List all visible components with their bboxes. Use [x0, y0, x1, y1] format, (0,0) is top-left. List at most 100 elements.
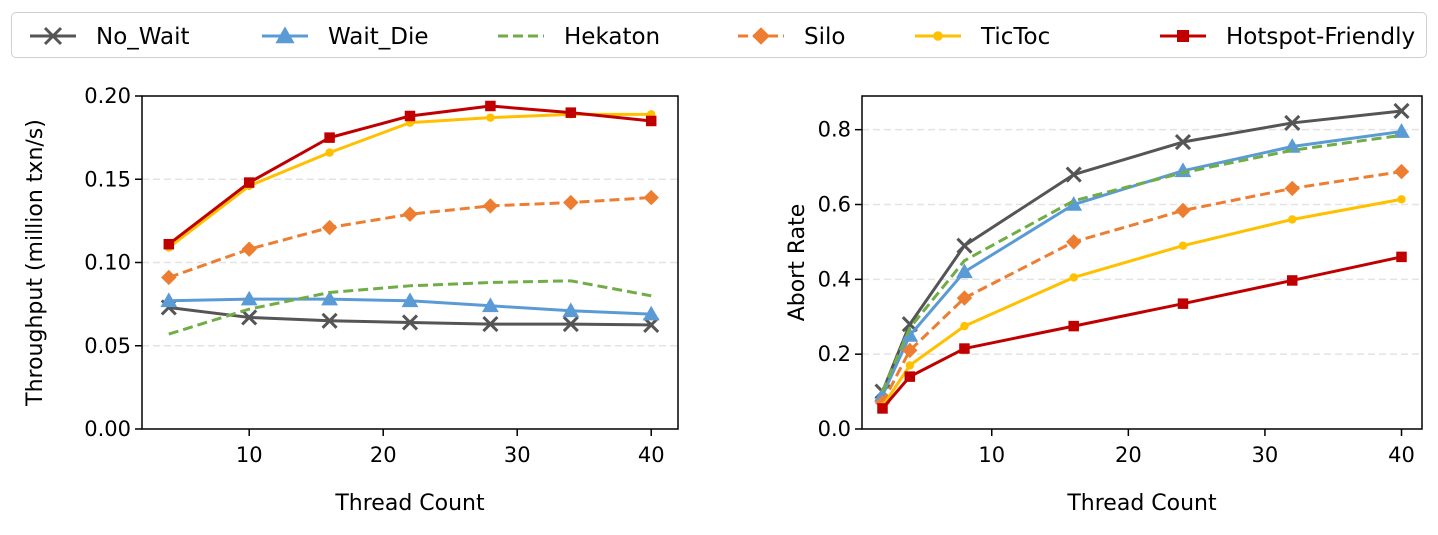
data-point — [163, 238, 175, 250]
x-tick-label: 40 — [638, 443, 665, 467]
legend-entry-silo: Silo — [738, 24, 845, 50]
legend-entry-tictoc: TicToc — [915, 24, 1050, 50]
data-point — [1065, 166, 1082, 183]
legend-label: Wait_Die — [328, 24, 429, 50]
data-point — [402, 206, 418, 222]
x-tick-label: 20 — [370, 443, 397, 467]
data-point — [321, 312, 338, 329]
data-point — [161, 269, 177, 286]
y-axis-label: Throughput (million txn/s) — [23, 119, 48, 407]
data-point — [1393, 123, 1410, 138]
x-tick-label: 30 — [504, 443, 531, 467]
legend-label: TicToc — [980, 24, 1050, 50]
series-silo — [161, 189, 659, 286]
series-hekaton — [881, 133, 1402, 393]
data-point — [905, 361, 915, 370]
legend-label: Silo — [804, 24, 845, 50]
data-point — [1069, 273, 1078, 282]
data-point — [325, 148, 334, 157]
x-tick-label: 30 — [1252, 443, 1279, 467]
data-point — [241, 309, 258, 326]
data-point — [1174, 133, 1192, 151]
data-point — [877, 403, 888, 414]
data-point — [1396, 251, 1407, 263]
data-point — [485, 100, 496, 112]
data-point — [1177, 298, 1189, 309]
data-point — [956, 290, 973, 306]
data-point — [904, 371, 916, 382]
data-point — [565, 107, 577, 118]
data-point — [482, 198, 499, 214]
series-line — [168, 279, 652, 336]
data-point — [1284, 180, 1300, 197]
data-point — [956, 237, 973, 254]
data-point — [902, 342, 918, 359]
data-point — [1065, 196, 1083, 211]
data-point — [401, 292, 419, 308]
legend-marker — [933, 31, 943, 41]
y-tick-label: 0.6 — [818, 193, 851, 217]
series-silo — [874, 163, 1410, 411]
data-point — [1393, 102, 1410, 120]
x-tick-label: 40 — [1388, 443, 1415, 467]
data-point — [960, 321, 969, 331]
data-point — [240, 290, 258, 306]
x-axis-label: Thread Count — [334, 491, 485, 516]
data-point — [321, 290, 338, 306]
data-point — [562, 316, 579, 333]
series-wait-die — [160, 290, 660, 321]
series-line — [881, 133, 1402, 393]
data-point — [959, 343, 970, 354]
data-point — [563, 194, 579, 211]
legend-label: Hekaton — [564, 24, 660, 50]
series-hotspot-friendly — [877, 251, 1407, 414]
x-tick-label: 20 — [1115, 443, 1142, 467]
data-point — [643, 189, 659, 206]
legend-entry-hekaton: Hekaton — [498, 24, 660, 50]
data-point — [1397, 195, 1406, 204]
data-point — [482, 316, 499, 333]
legend-label: Hotspot-Friendly — [1226, 24, 1415, 50]
data-point — [1068, 320, 1079, 332]
data-point — [901, 327, 919, 342]
series-hekaton — [168, 279, 652, 336]
y-tick-label: 0.8 — [818, 118, 851, 142]
series-line — [167, 112, 652, 249]
y-tick-label: 0.00 — [84, 417, 131, 441]
y-tick-label: 0.15 — [84, 167, 131, 191]
x-tick-label: 10 — [236, 443, 263, 467]
data-point — [1175, 202, 1191, 219]
y-tick-label: 0.4 — [818, 267, 851, 291]
data-point — [324, 132, 335, 143]
legend-entry-hotspot-friendly: Hotspot-Friendly — [1160, 24, 1415, 50]
data-point — [1288, 215, 1297, 224]
data-point — [1178, 241, 1188, 250]
data-point — [1174, 162, 1192, 178]
abort-rate-chart: 0.0 0.2 0.4 0.6 0.8 10 20 30 40 Thread Count Abort… — [785, 95, 1423, 516]
plot-frame — [861, 95, 1423, 430]
data-point — [642, 305, 660, 321]
data-point — [1284, 114, 1301, 131]
data-point — [482, 297, 499, 313]
y-tick-label: 0.10 — [84, 251, 131, 275]
data-point — [645, 115, 657, 127]
data-point — [241, 241, 257, 257]
data-point — [1286, 275, 1298, 286]
legend-marker — [43, 26, 63, 46]
x-axis-label: Thread Count — [1066, 491, 1217, 516]
y-tick-label: 0.05 — [84, 334, 131, 358]
legend-entry-wait-die: Wait_Die — [262, 24, 429, 50]
y-tick-label: 0.20 — [84, 84, 131, 108]
legend: No_Wait Wait_Die Hekaton Silo TicToc Hotspot-… — [11, 12, 1427, 58]
legend-marker — [752, 27, 770, 45]
legend-label: No_Wait — [96, 24, 190, 50]
series-line — [881, 170, 1402, 404]
legend-graphic: No_Wait Wait_Die Hekaton Silo TicToc Hotspot-… — [30, 24, 1415, 50]
data-point — [404, 110, 416, 122]
legend-marker — [1177, 30, 1189, 42]
series-no-wait — [874, 102, 1410, 400]
data-point — [1283, 138, 1301, 153]
series-hotspot-friendly — [163, 100, 657, 250]
data-point — [956, 263, 973, 279]
